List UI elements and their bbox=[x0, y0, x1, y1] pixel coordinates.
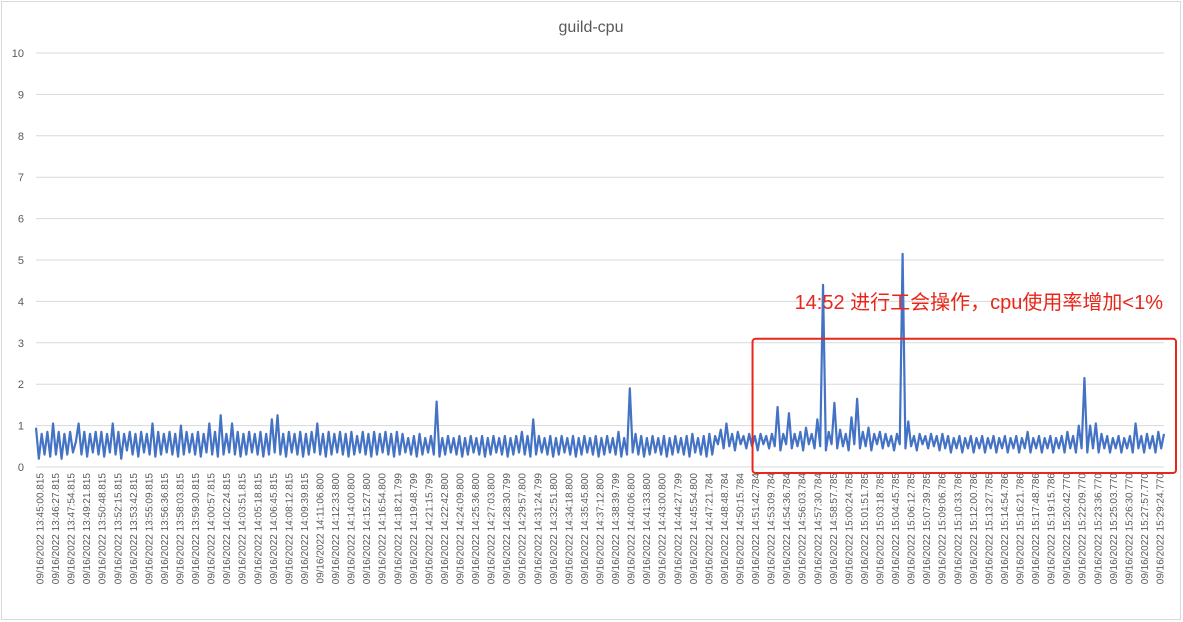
x-tick-label: 09/16/2022 15:16:21.786 bbox=[1016, 473, 1027, 585]
x-tick-label: 09/16/2022 14:28:30.799 bbox=[502, 473, 513, 585]
x-tick-label: 09/16/2022 15:12:00.786 bbox=[969, 473, 980, 585]
x-tick-label: 09/16/2022 14:12:33.800 bbox=[331, 473, 342, 585]
x-tick-label: 09/16/2022 14:44:27.799 bbox=[673, 473, 684, 585]
x-tick-label: 09/16/2022 13:46:27.815 bbox=[51, 473, 62, 585]
x-tick-label: 09/16/2022 15:17:48.786 bbox=[1031, 473, 1042, 585]
y-tick-label: 5 bbox=[18, 255, 24, 267]
x-tick-label: 09/16/2022 13:53:42.815 bbox=[129, 473, 140, 585]
y-tick-label: 8 bbox=[18, 131, 24, 143]
x-tick-label: 09/16/2022 14:34:18.800 bbox=[564, 473, 575, 585]
x-tick-label: 09/16/2022 15:23:36.770 bbox=[1093, 473, 1104, 585]
x-tick-label: 09/16/2022 15:19:15.786 bbox=[1047, 473, 1058, 585]
x-tick-label: 09/16/2022 14:02:24.815 bbox=[222, 473, 233, 585]
y-tick-label: 9 bbox=[18, 89, 24, 101]
x-tick-label: 09/16/2022 15:09:06.786 bbox=[938, 473, 949, 585]
y-tick-label: 10 bbox=[12, 48, 24, 60]
x-tick-label: 09/16/2022 14:27:03.800 bbox=[487, 473, 498, 585]
x-tick-label: 09/16/2022 14:40:06.800 bbox=[627, 473, 638, 585]
x-tick-label: 09/16/2022 14:18:21.799 bbox=[393, 473, 404, 585]
x-tick-label: 09/16/2022 15:14:54.786 bbox=[1000, 473, 1011, 585]
x-tick-label: 09/16/2022 13:52:15.815 bbox=[113, 473, 124, 585]
x-tick-label: 09/16/2022 15:10:33.786 bbox=[953, 473, 964, 585]
x-tick-label: 09/16/2022 14:56:03.784 bbox=[798, 473, 809, 585]
x-tick-label: 09/16/2022 14:11:06.800 bbox=[316, 473, 327, 584]
x-tick-label: 09/16/2022 14:38:39.799 bbox=[611, 473, 622, 585]
x-tick-label: 09/16/2022 15:13:27.785 bbox=[984, 473, 995, 585]
y-axis-ticks: 0 1 2 3 4 5 6 7 8 9 10 bbox=[12, 48, 24, 474]
y-tick-label: 2 bbox=[18, 379, 24, 391]
x-tick-label: 09/16/2022 14:41:33.800 bbox=[642, 473, 653, 585]
x-tick-label: 09/16/2022 14:50:15.784 bbox=[736, 473, 747, 585]
x-tick-label: 09/16/2022 13:58:03.815 bbox=[176, 473, 187, 585]
x-tick-label: 09/16/2022 14:48:48.784 bbox=[720, 473, 731, 585]
x-axis-ticks: 09/16/2022 13:45:00.815 09/16/2022 13:46:… bbox=[36, 473, 1167, 585]
x-tick-label: 09/16/2022 14:22:42.800 bbox=[440, 473, 451, 585]
x-tick-label: 09/16/2022 14:53:09.784 bbox=[767, 473, 778, 585]
x-tick-label: 09/16/2022 14:45:54.800 bbox=[689, 473, 700, 585]
x-tick-label: 09/16/2022 15:07:39.785 bbox=[922, 473, 933, 585]
x-tick-label: 09/16/2022 14:08:12.815 bbox=[284, 473, 295, 585]
x-tick-label: 09/16/2022 15:25:03.770 bbox=[1109, 473, 1120, 585]
y-tick-label: 4 bbox=[18, 296, 24, 308]
chart-title: guild-cpu bbox=[559, 19, 624, 36]
x-tick-label: 09/16/2022 14:47:21.784 bbox=[704, 473, 715, 585]
x-tick-label: 09/16/2022 14:19:48.799 bbox=[409, 473, 420, 585]
y-tick-label: 7 bbox=[18, 172, 24, 184]
x-tick-label: 09/16/2022 14:31:24.799 bbox=[533, 473, 544, 585]
x-tick-label: 09/16/2022 14:35:45.800 bbox=[580, 473, 591, 585]
x-tick-label: 09/16/2022 13:56:36.815 bbox=[160, 473, 171, 585]
x-tick-label: 09/16/2022 14:14:00.800 bbox=[347, 473, 358, 585]
x-tick-label: 09/16/2022 14:00:57.815 bbox=[207, 473, 218, 585]
x-tick-label: 09/16/2022 14:29:57.800 bbox=[518, 473, 529, 585]
y-tick-label: 6 bbox=[18, 214, 24, 226]
x-tick-label: 09/16/2022 14:21:15.799 bbox=[424, 473, 435, 585]
x-tick-label: 09/16/2022 14:03:51.815 bbox=[238, 473, 249, 585]
x-tick-label: 09/16/2022 15:06:12.785 bbox=[907, 473, 918, 585]
x-tick-label: 09/16/2022 14:32:51.800 bbox=[549, 473, 560, 585]
x-tick-label: 09/16/2022 14:15:27.800 bbox=[362, 473, 373, 585]
y-tick-label: 0 bbox=[18, 462, 24, 474]
x-tick-label: 09/16/2022 15:27:57.770 bbox=[1140, 473, 1151, 585]
x-tick-label: 09/16/2022 15:22:09.770 bbox=[1078, 473, 1089, 585]
annotation-text: 14:52 进行工会操作，cpu使用率增加<1% bbox=[795, 291, 1164, 314]
x-tick-label: 09/16/2022 14:58:57.785 bbox=[829, 473, 840, 585]
x-tick-label: 09/16/2022 13:55:09.815 bbox=[144, 473, 155, 585]
x-tick-label: 09/16/2022 14:24:09.800 bbox=[456, 473, 467, 585]
x-tick-label: 09/16/2022 14:05:18.815 bbox=[253, 473, 264, 585]
y-tick-label: 3 bbox=[18, 338, 24, 350]
x-tick-label: 09/16/2022 15:29:24.770 bbox=[1156, 473, 1167, 585]
x-tick-label: 09/16/2022 13:49:21.815 bbox=[82, 473, 93, 585]
x-tick-label: 09/16/2022 13:50:48.815 bbox=[98, 473, 109, 585]
x-tick-label: 09/16/2022 14:06:45.815 bbox=[269, 473, 280, 585]
x-tick-label: 09/16/2022 15:03:18.785 bbox=[876, 473, 887, 585]
x-tick-label: 09/16/2022 15:20:42.770 bbox=[1062, 473, 1073, 585]
x-tick-label: 09/16/2022 14:54:36.784 bbox=[782, 473, 793, 585]
x-tick-label: 09/16/2022 13:47:54.815 bbox=[67, 473, 78, 585]
x-tick-label: 09/16/2022 14:09:39.815 bbox=[300, 473, 311, 585]
x-tick-label: 09/16/2022 14:57:30.784 bbox=[813, 473, 824, 585]
x-tick-label: 09/16/2022 14:16:54.800 bbox=[378, 473, 389, 585]
x-tick-label: 09/16/2022 14:43:00.800 bbox=[658, 473, 669, 585]
x-tick-label: 09/16/2022 15:26:30.770 bbox=[1124, 473, 1135, 585]
y-tick-label: 1 bbox=[18, 421, 24, 433]
series-line-guild-cpu bbox=[34, 252, 1166, 460]
x-tick-label: 09/16/2022 13:45:00.815 bbox=[36, 473, 47, 585]
x-tick-label: 09/16/2022 15:01:51.785 bbox=[860, 473, 871, 585]
x-tick-label: 09/16/2022 15:04:45.785 bbox=[891, 473, 902, 585]
annotation-box bbox=[751, 337, 1177, 474]
x-tick-label: 09/16/2022 14:25:36.800 bbox=[471, 473, 482, 585]
x-tick-label: 09/16/2022 14:51:42.784 bbox=[751, 473, 762, 585]
x-tick-label: 09/16/2022 14:37:12.800 bbox=[596, 473, 607, 585]
x-tick-label: 09/16/2022 13:59:30.815 bbox=[191, 473, 202, 585]
x-tick-label: 09/16/2022 15:00:24.785 bbox=[844, 473, 855, 585]
gridlines bbox=[36, 52, 1164, 468]
